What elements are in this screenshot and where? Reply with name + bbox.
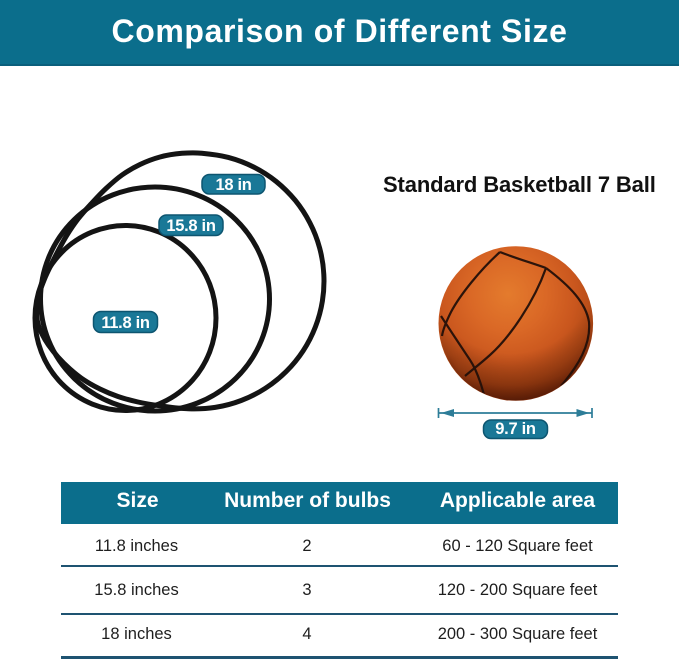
svg-text:15.8 in: 15.8 in	[166, 217, 215, 235]
svg-text:11.8 in: 11.8 in	[101, 314, 150, 332]
svg-text:9.7 in: 9.7 in	[495, 420, 536, 438]
svg-text:18 in: 18 in	[215, 176, 251, 194]
